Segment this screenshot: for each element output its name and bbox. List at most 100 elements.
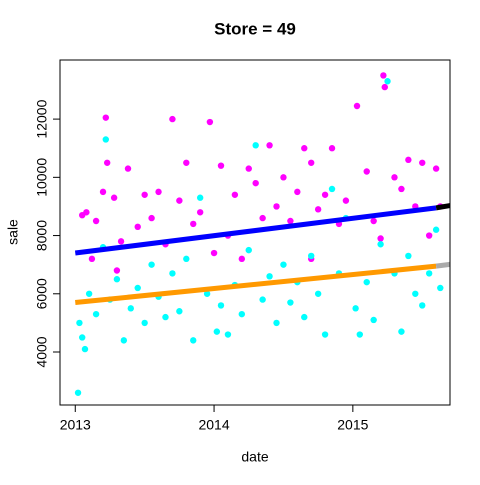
- point: [113, 276, 121, 283]
- point: [314, 206, 322, 213]
- point: [176, 308, 183, 315]
- point: [314, 290, 322, 297]
- point: [328, 145, 336, 152]
- point: [238, 255, 246, 263]
- point: [245, 165, 252, 172]
- point: [74, 389, 82, 396]
- point: [76, 319, 83, 327]
- point: [217, 302, 225, 309]
- point: [308, 252, 315, 260]
- point: [169, 115, 176, 123]
- point: [328, 185, 336, 193]
- point: [301, 145, 308, 152]
- y-tick-label: 12000: [34, 99, 50, 138]
- point: [363, 278, 370, 286]
- trend-line: [75, 263, 437, 306]
- point: [381, 83, 388, 91]
- x-tick-label: 2014: [198, 417, 229, 433]
- point: [176, 197, 183, 204]
- point: [102, 114, 110, 121]
- point: [432, 226, 440, 233]
- point: [370, 316, 377, 324]
- point: [141, 319, 148, 327]
- point: [134, 284, 141, 292]
- x-tick-label: 2013: [60, 417, 91, 433]
- point: [206, 118, 214, 126]
- point: [380, 72, 387, 79]
- point: [259, 296, 266, 303]
- point: [217, 162, 225, 169]
- point: [79, 334, 86, 341]
- point: [377, 241, 384, 248]
- y-tick-label: 10000: [34, 158, 50, 197]
- point: [117, 238, 125, 245]
- point: [405, 252, 412, 260]
- y-tick-label: 8000: [34, 220, 50, 251]
- point: [342, 197, 350, 204]
- point: [127, 305, 134, 312]
- point: [363, 168, 370, 175]
- point: [398, 185, 405, 193]
- point: [280, 261, 287, 268]
- point: [398, 328, 405, 335]
- point: [92, 310, 100, 318]
- point: [432, 165, 440, 172]
- point: [321, 331, 329, 338]
- point: [252, 142, 259, 149]
- point: [266, 273, 273, 280]
- point: [384, 78, 391, 85]
- point: [280, 174, 287, 181]
- point: [405, 156, 412, 164]
- point: [425, 270, 433, 277]
- point: [162, 313, 169, 321]
- point: [81, 345, 89, 353]
- point: [196, 209, 204, 216]
- point: [120, 337, 128, 344]
- point: [134, 223, 141, 231]
- point: [252, 179, 259, 187]
- point: [148, 214, 155, 222]
- point: [238, 310, 246, 318]
- point: [425, 232, 433, 239]
- point: [210, 249, 218, 257]
- point: [92, 217, 100, 225]
- point: [273, 319, 280, 327]
- point: [437, 284, 444, 292]
- point: [88, 255, 96, 263]
- trend-line: [435, 261, 451, 269]
- point: [190, 220, 197, 228]
- point: [103, 159, 111, 166]
- point: [412, 290, 419, 297]
- point: [353, 102, 361, 110]
- point: [124, 165, 132, 172]
- point: [83, 209, 90, 216]
- y-tick-label: 4000: [34, 336, 50, 367]
- chart-title: Store = 49: [214, 19, 296, 38]
- point: [419, 159, 426, 166]
- point: [273, 203, 280, 210]
- point: [141, 191, 148, 198]
- point: [190, 337, 197, 344]
- point: [102, 136, 110, 143]
- point: [419, 302, 426, 309]
- point: [377, 235, 384, 242]
- trend-line: [435, 203, 451, 211]
- y-axis-label: sale: [5, 219, 21, 245]
- point: [99, 188, 107, 196]
- point: [391, 174, 398, 181]
- point: [110, 194, 118, 201]
- trend-line: [74, 205, 437, 256]
- point: [294, 188, 301, 196]
- point: [352, 305, 359, 312]
- point: [183, 255, 190, 263]
- point: [155, 188, 162, 196]
- point: [148, 261, 155, 268]
- plot-frame: [59, 59, 451, 406]
- point: [231, 191, 239, 198]
- point: [321, 191, 329, 198]
- point: [245, 246, 252, 254]
- point: [287, 217, 294, 225]
- point: [85, 290, 93, 297]
- x-tick-label: 2015: [337, 417, 368, 433]
